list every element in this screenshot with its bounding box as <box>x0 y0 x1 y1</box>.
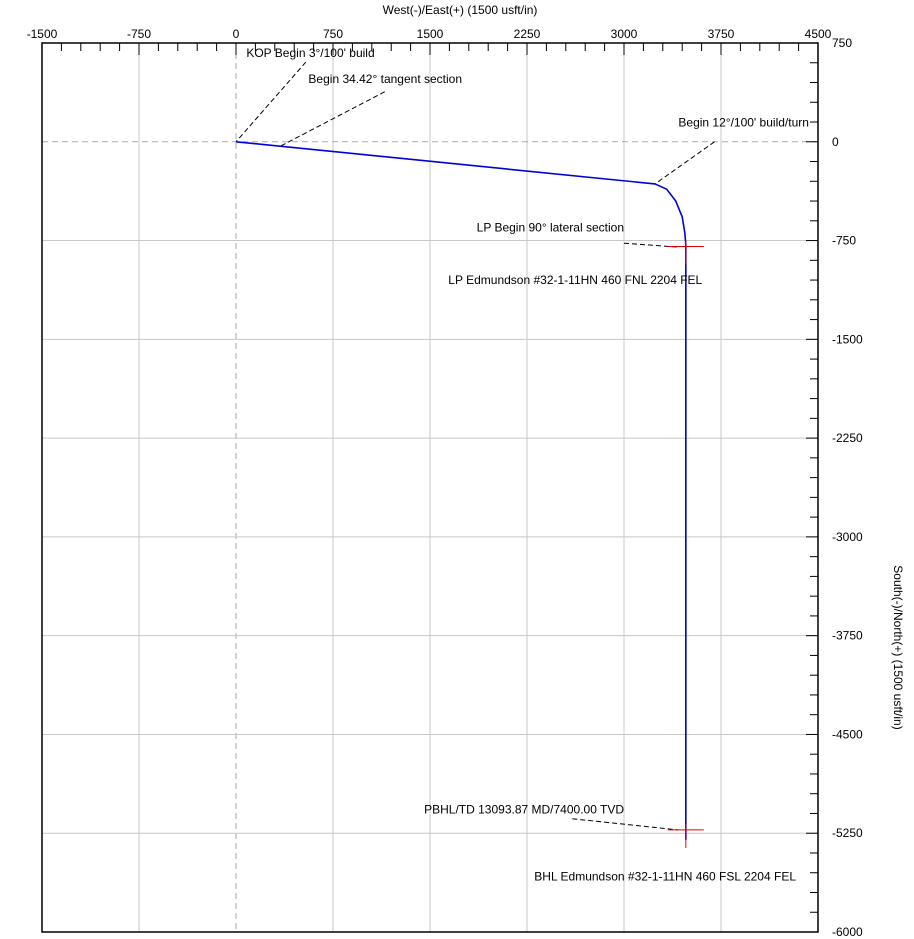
x-tick-label: 3000 <box>611 27 638 41</box>
y-tick-label: -750 <box>832 234 856 248</box>
annotation-leader <box>654 141 715 185</box>
plot-frame <box>41 42 819 933</box>
x-tick-labels: -1500 -750 0 750 1500 2250 3000 3750 4500 <box>27 27 832 41</box>
grid <box>42 43 818 932</box>
x-tick-label: 750 <box>323 27 343 41</box>
x-tick-label: -750 <box>127 27 151 41</box>
well-path-line <box>235 140 687 840</box>
annotation-label: LP Begin 90° lateral section <box>477 220 624 234</box>
annotation-label: Begin 12°/100' build/turn <box>678 116 809 130</box>
x-tick-label: 1500 <box>417 27 444 41</box>
x-tick-label: 3750 <box>708 27 735 41</box>
x-tick-label: -1500 <box>27 27 58 41</box>
annotation-leader <box>572 818 679 831</box>
y-tick-label: 750 <box>832 36 852 50</box>
y-tick-label: -2250 <box>832 431 863 445</box>
annotation-label: PBHL/TD 13093.87 MD/7400.00 TVD <box>424 802 624 816</box>
annotation-label: LP Edmundson #32-1-11HN 460 FNL 2204 FEL <box>448 273 702 287</box>
y-tick-label: 0 <box>832 135 839 149</box>
x-tick-label: 0 <box>233 27 240 41</box>
y-tick-label: -3750 <box>832 629 863 643</box>
y-axis-label: South(-)/North(+) (1500 usft/in) <box>891 565 905 729</box>
y-tick-label: -1500 <box>832 332 863 346</box>
y-tick-label: -5250 <box>832 826 863 840</box>
y-tick-label: -3000 <box>832 530 863 544</box>
x-axis-label: West(-)/East(+) (1500 usft/in) <box>383 3 538 17</box>
x-tick-label: 4500 <box>805 27 832 41</box>
annotation-labels: KOP Begin 3°/100' build Begin 34.42° tang… <box>246 46 809 884</box>
y-tick-label: -4500 <box>832 727 863 741</box>
series-group <box>235 140 687 840</box>
annotation-label: BHL Edmundson #32-1-11HN 460 FSL 2204 FE… <box>534 870 796 884</box>
annotation-label: Begin 34.42° tangent section <box>308 72 462 86</box>
x-tick-label: 2250 <box>514 27 541 41</box>
y-tick-label: -6000 <box>832 925 863 939</box>
target-markers <box>667 240 704 848</box>
annotation-leader <box>235 61 307 143</box>
annotation-leader <box>281 91 385 147</box>
annotation-label: KOP Begin 3°/100' build <box>246 46 374 60</box>
annotation-leader <box>623 242 679 248</box>
annotation-leaders <box>235 61 715 831</box>
y-tick-labels: 750 0 -750 -1500 -2250 -3000 -3750 -4500 -5250 -6… <box>832 36 863 939</box>
